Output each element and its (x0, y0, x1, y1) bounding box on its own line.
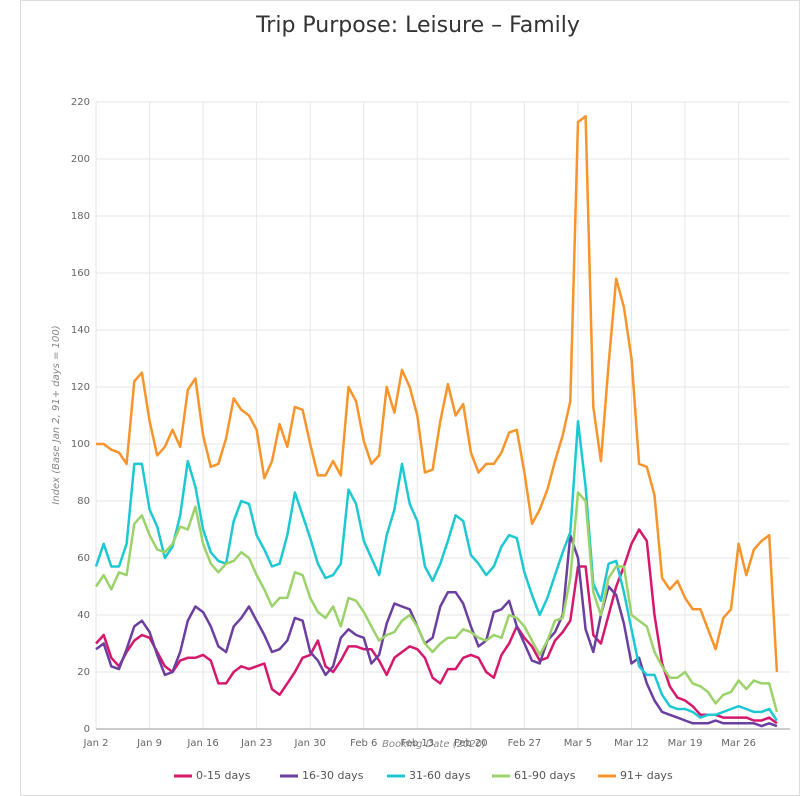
y-tick-label: 100 (71, 439, 90, 450)
legend-label: 0-15 days (196, 769, 251, 782)
x-tick-label: Jan 9 (136, 738, 162, 749)
chart-title: Trip Purpose: Leisure – Family (255, 13, 580, 38)
frame (20, 0, 800, 796)
y-tick-label: 80 (77, 496, 90, 507)
y-axis-title: Index (Base Jan 2, 91+ days = 100) (51, 325, 62, 504)
x-axis-title: Booking Date (2020) (382, 739, 486, 750)
y-tick-label: 20 (77, 667, 90, 678)
x-tick-label: Jan 2 (83, 738, 109, 749)
y-tick-label: 140 (71, 325, 90, 336)
y-tick-label: 220 (71, 97, 90, 108)
x-tick-label: Jan 23 (240, 738, 272, 749)
y-tick-label: 200 (71, 154, 90, 165)
series-line (94, 491, 779, 713)
y-tick-label: 60 (77, 553, 90, 564)
x-tick-label: Mar 12 (614, 738, 649, 749)
series-line (94, 419, 778, 722)
x-tick-label: Feb 13 (400, 738, 434, 749)
y-tick-label: 40 (77, 610, 90, 621)
series-line (95, 533, 778, 728)
y-tick-label: 160 (71, 268, 90, 279)
x-tick-label: Mar 19 (668, 738, 703, 749)
x-tick-label: Feb 6 (350, 738, 377, 749)
legend-label: 31-60 days (409, 769, 471, 782)
legend-label: 91+ days (620, 769, 673, 782)
x-tick-label: Feb 27 (508, 738, 542, 749)
x-tick-label: Jan 30 (294, 738, 326, 749)
y-tick-label: 120 (71, 382, 90, 393)
y-tick-label: 180 (71, 211, 90, 222)
x-tick-label: Feb 20 (454, 738, 488, 749)
x-tick-label: Mar 26 (721, 738, 756, 749)
x-tick-label: Mar 5 (564, 738, 592, 749)
y-tick-label: 0 (84, 724, 90, 735)
legend-label: 61-90 days (514, 769, 576, 782)
legend-label: 16-30 days (302, 769, 364, 782)
series-line (96, 115, 779, 673)
x-tick-label: Jan 16 (186, 738, 218, 749)
